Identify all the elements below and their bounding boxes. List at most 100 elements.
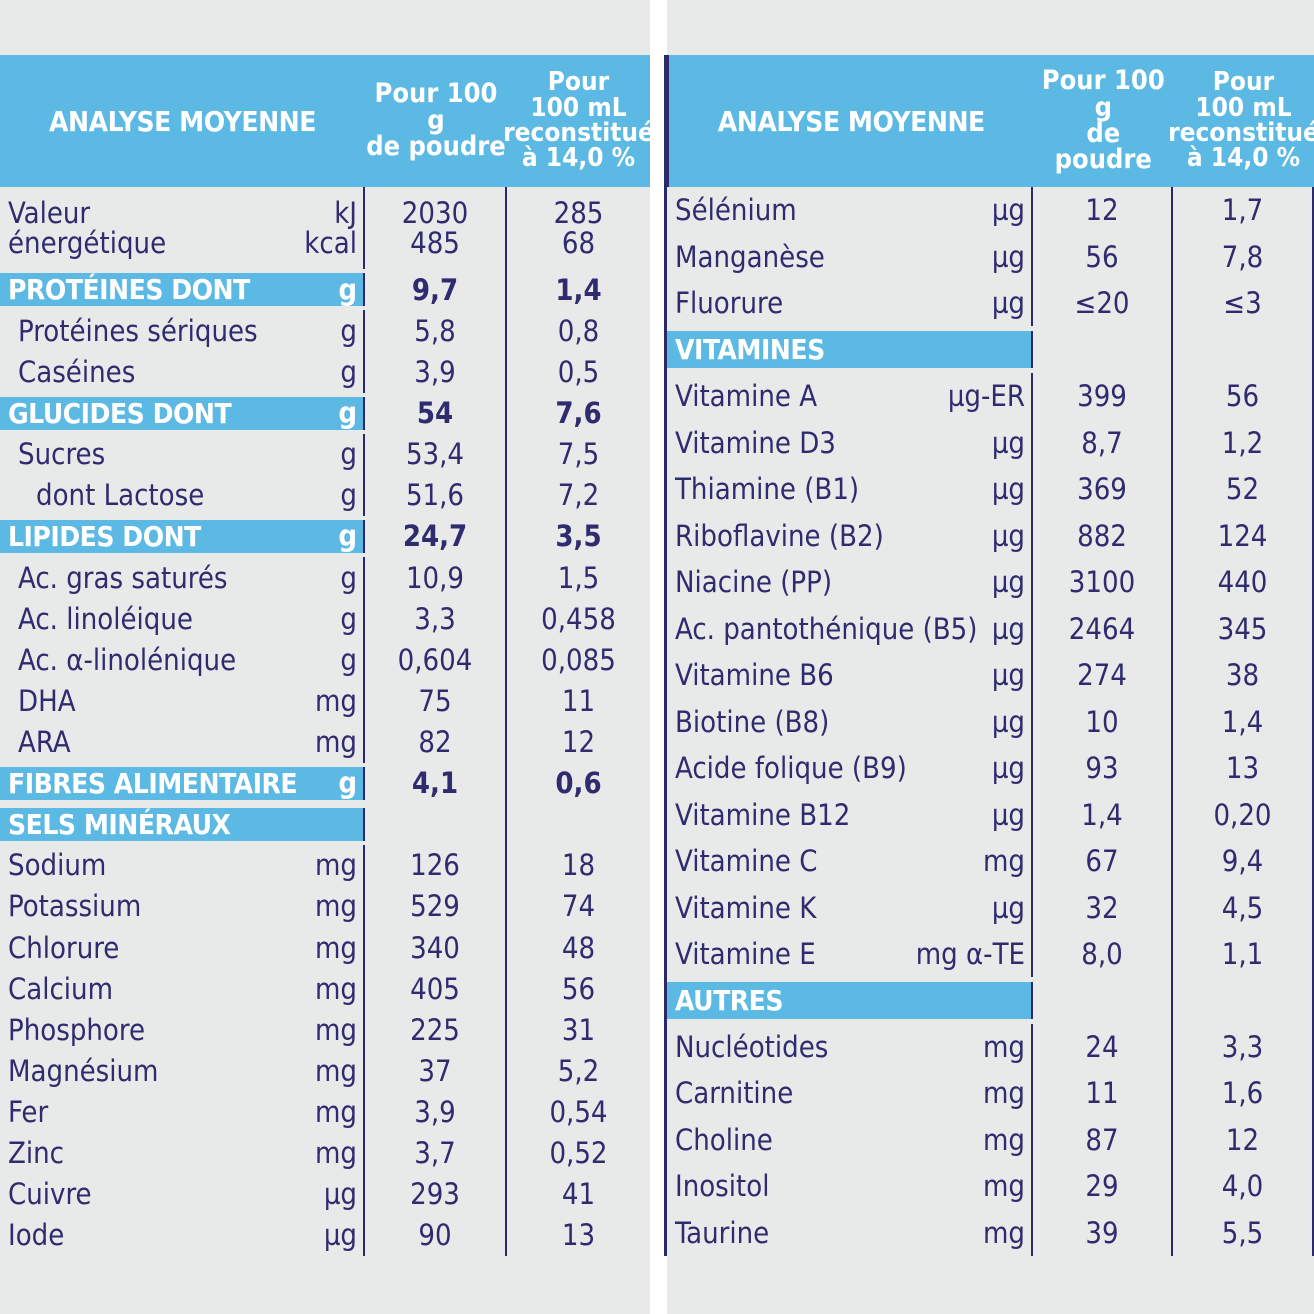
table-header-left: ANALYSE MOYENNE Pour 100 g de poudre Pour… bbox=[0, 55, 654, 187]
panel-gap bbox=[650, 0, 667, 1314]
nutrient-unit: g bbox=[298, 351, 365, 393]
unit-text: g bbox=[338, 519, 357, 554]
nutrient-unit bbox=[957, 331, 1033, 369]
value-text: 38 bbox=[1225, 658, 1260, 693]
nutrient-name-text: dont Lactose bbox=[36, 478, 205, 513]
nutrient-unit: mg bbox=[298, 1009, 365, 1051]
unit-text: µg bbox=[991, 890, 1025, 925]
value-text: 1,5 bbox=[557, 560, 600, 595]
unit-text: g bbox=[338, 272, 357, 307]
table-row: Potassium mg 529 74 bbox=[0, 885, 650, 927]
nutrient-name: Caséines bbox=[0, 351, 298, 392]
table-row: Vitamine E mg α-TE 8,0 1,1 bbox=[667, 930, 1314, 978]
nutrient-unit: g bbox=[298, 557, 365, 599]
nutrient-name-text: PROTÉINES DONT bbox=[8, 273, 250, 307]
value-per-100g: 8,7 bbox=[1033, 419, 1173, 466]
value-per-100g: 293 bbox=[365, 1173, 507, 1215]
nutrient-unit: µg bbox=[957, 279, 1033, 327]
value-per-100ml: 13 bbox=[1173, 744, 1314, 792]
unit-text: mg bbox=[315, 1012, 357, 1047]
table-row: Thiamine (B1) µg 369 52 bbox=[667, 465, 1314, 513]
value-text: 3100 bbox=[1068, 565, 1136, 600]
table-row: Magnésium mg 37 5,2 bbox=[0, 1050, 650, 1092]
nutrient-name-text: GLUCIDES DONT bbox=[8, 396, 232, 430]
value-text: 4,5 bbox=[1221, 890, 1264, 925]
nutrient-unit: µg bbox=[957, 791, 1033, 838]
value-per-100g: 93 bbox=[1033, 744, 1173, 792]
value-per-100ml: 1,5 bbox=[507, 557, 650, 598]
nutrient-unit: mg bbox=[298, 968, 365, 1010]
table-row: Chlorure mg 340 48 bbox=[0, 926, 650, 969]
value-text: 12 bbox=[1225, 1122, 1260, 1157]
unit-text: mg bbox=[315, 683, 357, 718]
nutrient-unit: mg bbox=[298, 1132, 365, 1174]
unit-text: g bbox=[340, 355, 357, 389]
table-row: Iode µg 90 13 bbox=[0, 1214, 650, 1256]
value-per-100g: 90 bbox=[365, 1214, 507, 1256]
value-text: 56 bbox=[1085, 239, 1119, 274]
nutrient-unit: µg bbox=[957, 698, 1033, 745]
nutrient-name: Riboflavine (B2) bbox=[667, 512, 957, 558]
table-row: Riboflavine (B2) µg 882 124 bbox=[667, 512, 1314, 559]
value-text: 9,4 bbox=[1221, 844, 1264, 879]
nutrient-name: Sélénium bbox=[667, 187, 957, 233]
value-text: 4,0 bbox=[1221, 1169, 1264, 1204]
value-text: 405 bbox=[410, 971, 460, 1006]
value-per-100ml: 0,20 bbox=[1173, 791, 1314, 838]
value-text: 124 bbox=[1217, 518, 1268, 553]
value-text: 3,7 bbox=[414, 1136, 456, 1171]
value-per-100g: 3,7 bbox=[365, 1132, 507, 1174]
nutrient-name-text: Phosphore bbox=[8, 1012, 146, 1047]
nutrient-name-text: SELS MINÉRAUX bbox=[8, 807, 231, 841]
value-per-100g bbox=[1033, 326, 1173, 373]
value-per-100ml: 1,2 bbox=[1173, 419, 1314, 466]
value-per-100g: 39 bbox=[1033, 1209, 1173, 1257]
nutrient-name: ARA bbox=[0, 721, 298, 762]
nutrient-name-text: Magnésium bbox=[8, 1053, 159, 1088]
nutrient-name-text: Iode bbox=[8, 1218, 65, 1253]
nutrient-name: Ac. linoléique bbox=[0, 598, 298, 639]
value-per-100g: 53,4 bbox=[365, 433, 507, 475]
energy-label-line: Valeur bbox=[8, 195, 91, 230]
table-row: Ac. pantothénique (B5) µg 2464 345 bbox=[667, 605, 1314, 652]
table-row: Sodium mg 126 18 bbox=[0, 844, 650, 886]
nutrient-name: Phosphore bbox=[0, 1009, 298, 1050]
nutrient-name-text: Cuivre bbox=[8, 1177, 92, 1212]
nutrition-table-left: ANALYSE MOYENNE Pour 100 g de poudre Pour… bbox=[0, 55, 654, 1256]
value-per-100g: 4,1 bbox=[365, 762, 507, 804]
value-per-100g: 5,8 bbox=[365, 310, 507, 352]
nutrient-name: Ac. pantothénique (B5) bbox=[667, 605, 977, 651]
unit-text: mg bbox=[315, 848, 357, 883]
nutrient-name-text: Carnitine bbox=[675, 1076, 794, 1111]
table-row: Choline mg 87 12 bbox=[667, 1116, 1314, 1164]
nutrient-unit: mg bbox=[298, 1091, 365, 1133]
nutrient-name-text: LIPIDES DONT bbox=[8, 519, 201, 553]
unit-text: µg bbox=[991, 565, 1025, 600]
nutrient-unit: µg bbox=[957, 884, 1033, 931]
table-row: Calcium mg 405 56 bbox=[0, 968, 650, 1010]
value-per-100g: 529 bbox=[365, 885, 507, 927]
unit-text: µg bbox=[991, 239, 1025, 274]
value-text: 274 bbox=[1077, 658, 1127, 693]
nutrient-unit: mg bbox=[957, 1070, 1033, 1117]
value-per-100ml: 11 bbox=[507, 680, 650, 721]
energy-units: kJ kcal bbox=[304, 197, 357, 258]
value-per-100g: 3100 bbox=[1033, 558, 1173, 606]
nutrient-unit: g bbox=[298, 433, 365, 475]
section-row: PROTÉINES DONT g 9,7 1,4 bbox=[0, 269, 650, 311]
value-per-100g: 2030 485 bbox=[365, 187, 507, 270]
table-body-right: Sélénium µg 12 1,7 Manganèse µg 56 7,8 Fluorure µ… bbox=[667, 187, 1314, 1257]
value-text: 53,4 bbox=[405, 437, 465, 472]
nutrient-name-text: Inositol bbox=[675, 1169, 770, 1204]
value-per-100ml: 13 bbox=[507, 1215, 650, 1256]
value-per-100g bbox=[1033, 977, 1173, 1024]
nutrient-name-text: Vitamine A bbox=[675, 379, 818, 414]
nutrient-name: Magnésium bbox=[0, 1050, 298, 1091]
value-text: 9,7 bbox=[411, 272, 459, 307]
nutrient-name-text: Vitamine B12 bbox=[675, 797, 851, 832]
value-per-100ml: 9,4 bbox=[1173, 837, 1314, 885]
nutrient-name: Iode bbox=[0, 1215, 298, 1256]
value-per-100ml: 31 bbox=[507, 1009, 650, 1050]
nutrient-name-text: Riboflavine (B2) bbox=[675, 518, 884, 553]
unit-text: mg bbox=[315, 971, 357, 1006]
